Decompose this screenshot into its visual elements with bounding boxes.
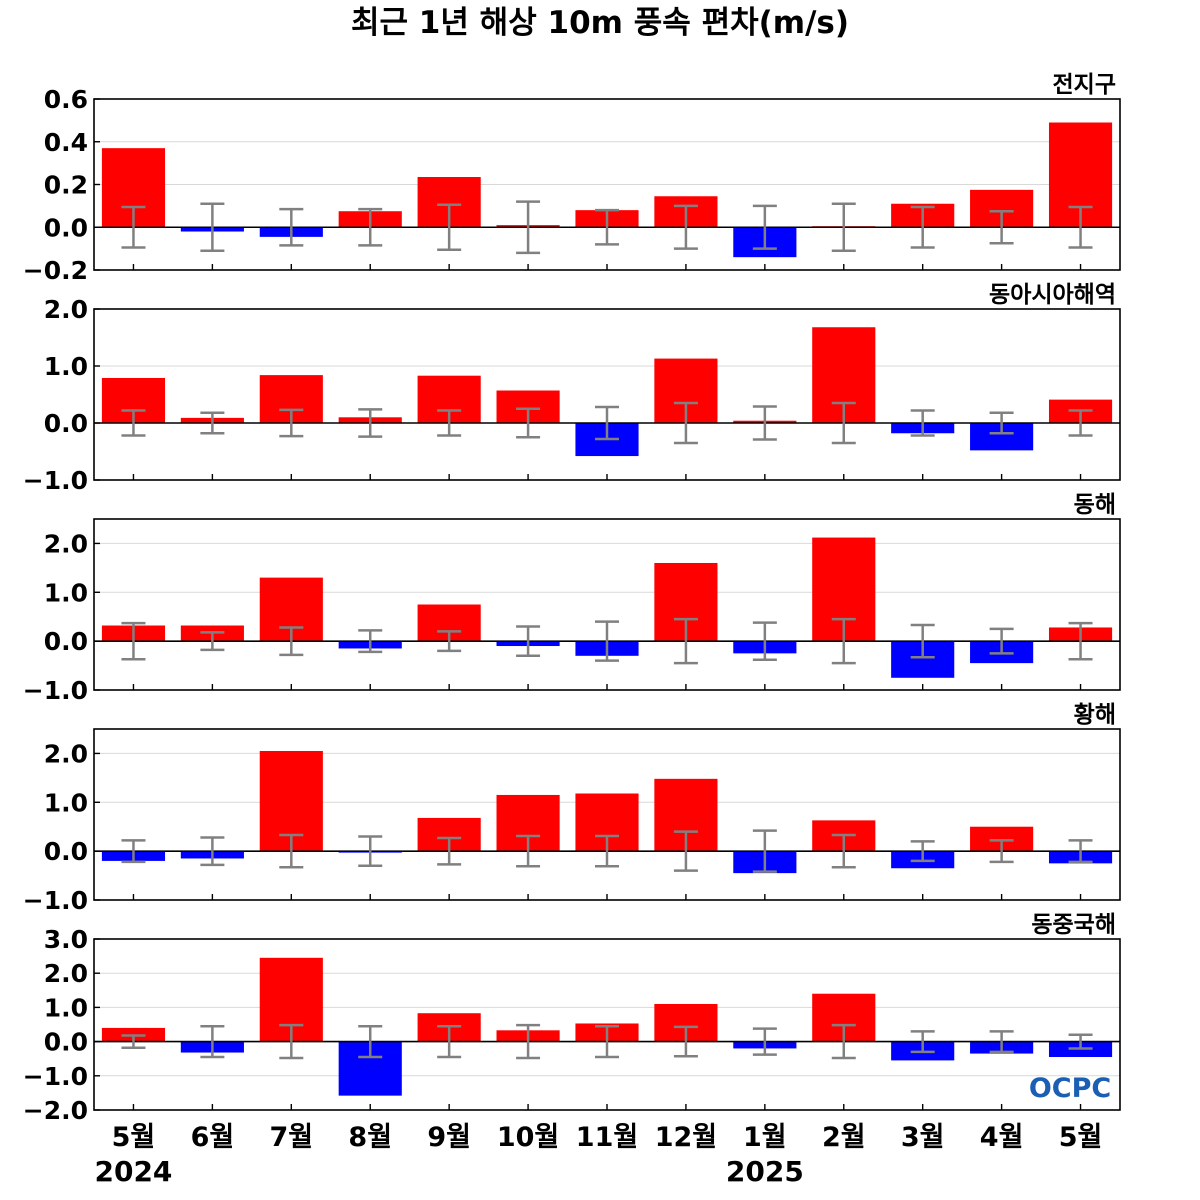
region-label: 황해 <box>1074 702 1116 728</box>
panel-5: −2.0 −1.0 0.0 1.0 2.0 3.0 동중국해 <box>23 912 1121 1125</box>
x-tick-label: 12월 <box>655 1122 717 1153</box>
y-tick-label: 0.0 <box>44 409 88 438</box>
y-tick-label: 1.0 <box>44 352 88 381</box>
x-tick-label: 5월 <box>1059 1122 1103 1153</box>
x-tick-label: 7월 <box>269 1122 313 1153</box>
y-tick-label: 1.0 <box>44 993 88 1022</box>
x-tick-label: 3월 <box>901 1122 945 1153</box>
x-tick-label: 11월 <box>576 1122 638 1153</box>
chart-panels: −0.20.00.20.40.6 전지구−1.00.01.02.0 동아시아해역−1… <box>23 72 1121 1125</box>
x-tick-label: 2월 <box>822 1122 866 1153</box>
panel-1: −0.2 0.0 0.2 0.4 0.6 전지구 <box>23 72 1121 285</box>
y-tick-label: −0.2 <box>23 256 88 285</box>
y-tick-label: −1.0 <box>23 886 88 915</box>
y-tick-label: −2.0 <box>23 1096 88 1125</box>
region-label: 전지구 <box>1053 72 1116 98</box>
ocpc-logo-text: OCPC <box>1029 1073 1111 1104</box>
y-tick-label: 1.0 <box>44 788 88 817</box>
y-tick-label: 0.2 <box>44 171 88 200</box>
x-tick-label: 1월 <box>743 1122 787 1153</box>
y-tick-label: −1.0 <box>23 1062 88 1091</box>
y-tick-label: 0.0 <box>44 1028 88 1057</box>
year-label: 2025 <box>726 1155 804 1188</box>
y-tick-label: −1.0 <box>23 466 88 495</box>
y-tick-label: 2.0 <box>44 295 88 324</box>
x-tick-label: 6월 <box>191 1122 235 1153</box>
x-tick-label: 10월 <box>497 1122 559 1153</box>
region-label: 동아시아해역 <box>989 282 1116 308</box>
x-tick-label: 5월 <box>112 1122 156 1153</box>
region-label: 동해 <box>1074 492 1116 518</box>
x-tick-label: 8월 <box>348 1122 392 1153</box>
y-tick-label: 0.0 <box>44 627 88 656</box>
y-tick-label: 3.0 <box>44 925 88 954</box>
panel-4: −1.0 0.0 1.0 2.0 황해 <box>23 702 1121 915</box>
panel-2: −1.0 0.0 1.0 2.0 동아시아해역 <box>23 282 1121 495</box>
y-tick-label: −1.0 <box>23 676 88 705</box>
region-label: 동중국해 <box>1031 912 1116 938</box>
x-tick-label: 4월 <box>980 1122 1024 1153</box>
year-label: 2024 <box>94 1155 172 1188</box>
panel-frame <box>93 518 1121 691</box>
y-tick-label: 0.0 <box>44 837 88 866</box>
y-tick-label: 2.0 <box>44 959 88 988</box>
x-tick-label: 9월 <box>427 1122 471 1153</box>
y-tick-label: 0.4 <box>44 128 88 157</box>
y-tick-label: 2.0 <box>44 739 88 768</box>
y-tick-label: 0.6 <box>44 85 88 114</box>
y-tick-label: 0.0 <box>44 213 88 242</box>
y-tick-label: 2.0 <box>44 529 88 558</box>
ocpc-logo: OCPC <box>1029 1073 1111 1104</box>
panel-3: −1.0 0.0 1.0 2.0 동해 <box>23 492 1121 705</box>
y-tick-label: 1.0 <box>44 578 88 607</box>
chart-title: 최근 1년 해상 10m 풍속 편차(m/s) <box>351 5 849 41</box>
